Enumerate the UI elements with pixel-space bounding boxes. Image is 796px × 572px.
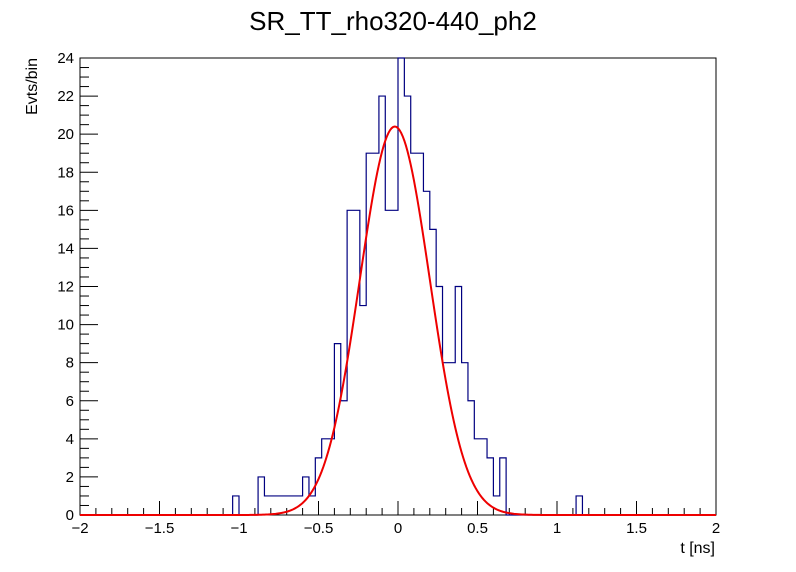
y-tick-label: 24 (57, 50, 74, 67)
histogram-bin (455, 287, 461, 516)
y-tick-label: 12 (57, 279, 74, 296)
y-tick-label: 22 (57, 88, 74, 105)
histogram-bin (271, 496, 277, 515)
histogram-bin (373, 153, 379, 515)
chart-title: SR_TT_rho320-440_ph2 (249, 6, 537, 36)
histogram-bin (430, 229, 436, 515)
histogram-bin (500, 458, 506, 515)
histogram-bin (264, 496, 270, 515)
y-tick-label: 2 (66, 469, 74, 486)
y-tick-label: 6 (66, 393, 74, 410)
histogram-bin (392, 210, 398, 515)
x-axis: −2 −1.5 −1 −0.5 0 0.5 1 1.5 2 (71, 501, 720, 537)
x-tick-label: 1 (553, 520, 561, 537)
y-tick-label: 16 (57, 202, 74, 219)
histogram-bin (468, 401, 474, 515)
y-tick-label: 10 (57, 317, 74, 334)
histogram-bin (493, 496, 499, 515)
y-tick-label: 0 (66, 507, 74, 524)
x-tick-label: 0 (394, 520, 402, 537)
x-tick-label: −1.5 (145, 520, 175, 537)
histogram-bin (360, 306, 366, 515)
y-tick-label: 14 (57, 240, 74, 257)
histogram-bin (233, 496, 239, 515)
x-axis-title: t [ns] (680, 540, 715, 557)
y-tick-label: 18 (57, 164, 74, 181)
histogram-bin (481, 439, 487, 515)
histogram-bin (398, 58, 404, 515)
histogram-bin (334, 344, 340, 515)
histogram-bin (341, 401, 347, 515)
x-tick-label: 1.5 (626, 520, 647, 537)
histogram-bin (309, 496, 315, 515)
y-tick-label: 4 (66, 431, 74, 448)
histogram-bin (385, 210, 391, 515)
x-tick-label: 0.5 (467, 520, 488, 537)
histogram-bin (322, 439, 328, 515)
x-tick-label: −1 (230, 520, 247, 537)
fit-curve-layer (80, 125, 716, 516)
x-tick-label: −2 (71, 520, 88, 537)
histogram-outline (80, 57, 716, 516)
histogram-bin (576, 496, 582, 515)
x-tick-label: 2 (712, 520, 720, 537)
histogram-bin (436, 287, 442, 516)
histogram-bin (258, 477, 264, 515)
histogram-bin (347, 210, 353, 515)
histogram-series (80, 57, 716, 516)
y-tick-label: 20 (57, 126, 74, 143)
gaussian-fit-curve (80, 125, 716, 516)
y-axis-title: Evts/bin (24, 58, 41, 115)
histogram-bin (474, 439, 480, 515)
y-tick-label: 8 (66, 355, 74, 372)
histogram-bin (411, 153, 417, 515)
x-tick-label: −0.5 (304, 520, 334, 537)
histogram-bin (315, 458, 321, 515)
histogram-bin (353, 210, 359, 515)
histogram-bin (462, 363, 468, 515)
histogram-bin (449, 363, 455, 515)
histogram-bin (290, 496, 296, 515)
